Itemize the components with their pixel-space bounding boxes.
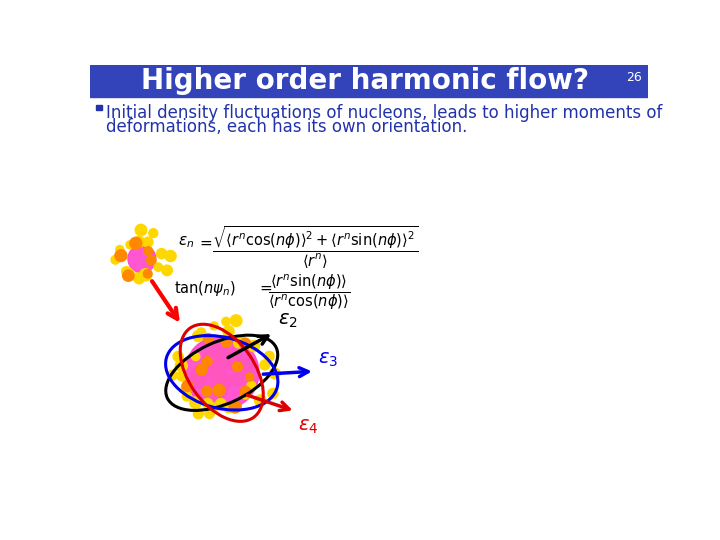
Circle shape — [192, 367, 207, 382]
Circle shape — [123, 268, 134, 279]
Circle shape — [122, 267, 131, 276]
Circle shape — [208, 381, 228, 400]
Circle shape — [126, 241, 134, 249]
Text: deformations, each has its own orientation.: deformations, each has its own orientati… — [106, 118, 467, 136]
Circle shape — [239, 337, 248, 346]
Circle shape — [168, 370, 177, 380]
Circle shape — [211, 372, 230, 390]
Circle shape — [215, 399, 226, 409]
Circle shape — [223, 326, 234, 337]
Circle shape — [182, 381, 193, 392]
Circle shape — [147, 255, 156, 265]
Circle shape — [230, 372, 244, 386]
Text: $\dfrac{\langle r^n \sin(n\phi)\rangle}{\langle r^n \cos(n\phi)\rangle}$: $\dfrac{\langle r^n \sin(n\phi)\rangle}{… — [269, 273, 351, 313]
Circle shape — [213, 384, 225, 396]
Circle shape — [190, 397, 202, 408]
Circle shape — [177, 371, 187, 381]
Circle shape — [190, 372, 207, 388]
Circle shape — [122, 270, 134, 281]
Circle shape — [181, 383, 192, 393]
Circle shape — [134, 274, 144, 284]
Circle shape — [203, 349, 222, 368]
Circle shape — [196, 364, 207, 375]
Circle shape — [149, 228, 158, 238]
Text: $=$: $=$ — [197, 236, 213, 249]
Circle shape — [143, 237, 153, 247]
Circle shape — [248, 340, 260, 352]
Circle shape — [202, 356, 212, 366]
Circle shape — [204, 409, 215, 418]
Circle shape — [212, 341, 230, 359]
Circle shape — [246, 373, 253, 381]
Circle shape — [143, 269, 152, 278]
Circle shape — [184, 336, 259, 410]
Circle shape — [255, 395, 266, 407]
Circle shape — [134, 236, 145, 247]
Circle shape — [228, 349, 242, 363]
Circle shape — [202, 386, 212, 396]
Text: 26: 26 — [626, 71, 642, 84]
Circle shape — [234, 339, 243, 348]
Circle shape — [132, 273, 141, 281]
Circle shape — [241, 390, 250, 399]
Bar — [90, 65, 648, 97]
Text: $\varepsilon_4$: $\varepsilon_4$ — [297, 417, 318, 436]
Circle shape — [229, 401, 241, 413]
Circle shape — [247, 381, 256, 390]
Text: $\varepsilon_2$: $\varepsilon_2$ — [277, 310, 297, 330]
Text: $\tan(n\psi_n)$: $\tan(n\psi_n)$ — [174, 279, 235, 298]
Circle shape — [193, 330, 204, 341]
Circle shape — [128, 245, 156, 273]
Circle shape — [115, 249, 127, 261]
Circle shape — [240, 338, 251, 349]
Circle shape — [154, 263, 163, 271]
Circle shape — [230, 315, 242, 327]
Circle shape — [173, 352, 183, 362]
Circle shape — [135, 224, 147, 236]
Circle shape — [205, 359, 225, 378]
Circle shape — [204, 334, 213, 343]
Circle shape — [224, 403, 234, 413]
Circle shape — [111, 255, 120, 264]
Circle shape — [233, 362, 243, 372]
Text: Higher order harmonic flow?: Higher order harmonic flow? — [141, 67, 589, 95]
Circle shape — [165, 251, 176, 261]
Circle shape — [240, 387, 251, 397]
Circle shape — [140, 269, 152, 281]
Circle shape — [264, 352, 274, 361]
Text: Initial density fluctuations of nucleons, leads to higher moments of: Initial density fluctuations of nucleons… — [106, 104, 662, 122]
Text: $\epsilon_n$: $\epsilon_n$ — [178, 234, 194, 250]
Circle shape — [221, 336, 232, 347]
Circle shape — [144, 247, 153, 255]
Text: $=$: $=$ — [256, 280, 273, 294]
Circle shape — [207, 403, 217, 413]
Circle shape — [162, 265, 172, 275]
Circle shape — [222, 318, 230, 326]
Circle shape — [192, 353, 200, 361]
Text: $\varepsilon_3$: $\varepsilon_3$ — [318, 350, 338, 369]
Bar — [96, 105, 102, 110]
Circle shape — [116, 246, 124, 253]
Text: $\dfrac{\sqrt{\langle r^n \cos(n\phi)\rangle^2 + \langle r^n \sin(n\phi)\rangle^: $\dfrac{\sqrt{\langle r^n \cos(n\phi)\ra… — [212, 225, 419, 271]
Circle shape — [224, 356, 238, 370]
Circle shape — [210, 322, 218, 330]
Circle shape — [268, 388, 278, 399]
Circle shape — [218, 375, 230, 387]
Circle shape — [260, 360, 270, 370]
Circle shape — [269, 368, 280, 379]
Circle shape — [156, 248, 166, 259]
Circle shape — [182, 392, 192, 401]
Circle shape — [202, 399, 212, 409]
Circle shape — [238, 359, 253, 375]
Circle shape — [130, 238, 142, 249]
Circle shape — [197, 328, 206, 337]
Circle shape — [176, 360, 187, 372]
Circle shape — [194, 409, 203, 419]
